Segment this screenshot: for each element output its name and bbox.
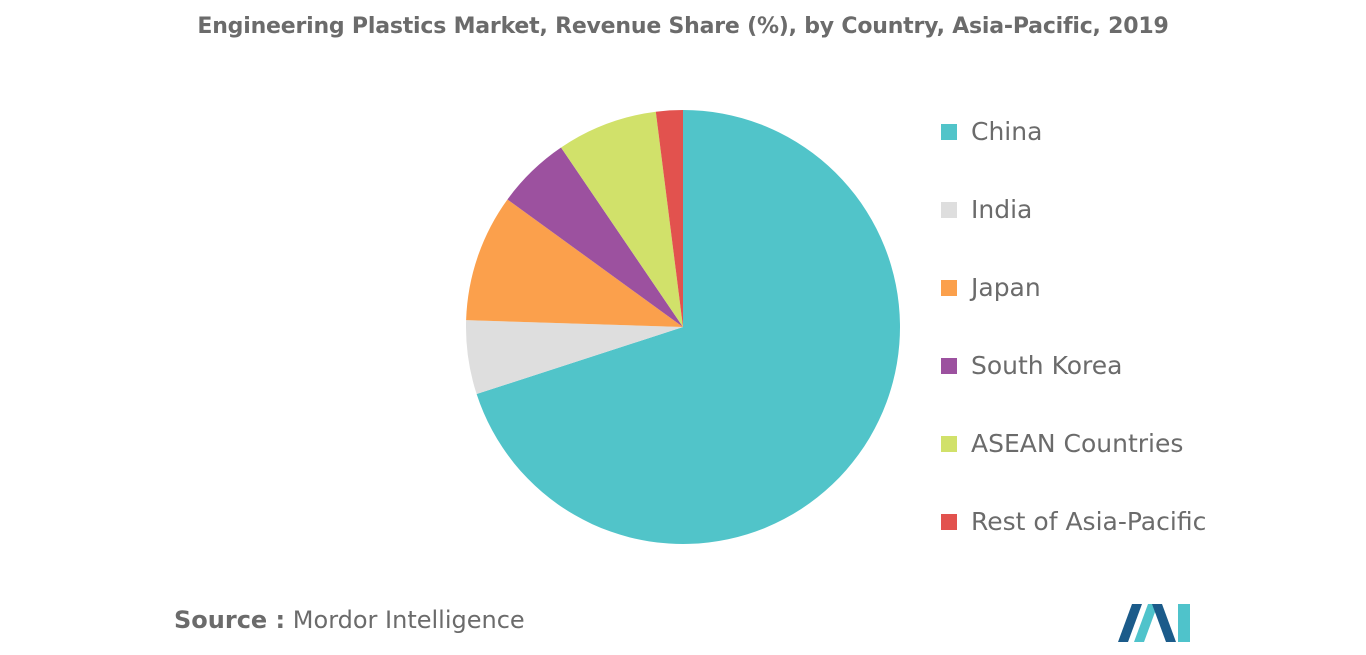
logo-bar: [1178, 604, 1190, 642]
legend-swatch: [941, 436, 957, 452]
legend-swatch: [941, 124, 957, 140]
source-prefix: Source :: [174, 606, 286, 634]
pie-slice-south-korea: [507, 147, 683, 327]
legend-swatch: [941, 280, 957, 296]
legend-label: Japan: [971, 273, 1041, 302]
legend-label: ASEAN Countries: [971, 429, 1184, 458]
logo-shape-left: [1118, 604, 1142, 642]
source-note: Source : Mordor Intelligence: [174, 606, 525, 634]
pie-slice-india: [466, 320, 683, 395]
pie-slice-china: [476, 110, 900, 544]
mordor-intelligence-logo: [1118, 604, 1190, 642]
pie-slices: [466, 110, 900, 544]
source-text: Mordor Intelligence: [292, 606, 525, 634]
legend-label: South Korea: [971, 351, 1123, 380]
legend-label: China: [971, 117, 1043, 146]
legend-swatch: [941, 202, 957, 218]
legend-label: Rest of Asia-Pacific: [971, 507, 1207, 536]
pie-slice-rest-of-asia-pacific: [655, 110, 683, 327]
logo-shape-right: [1152, 604, 1176, 642]
pie-slice-japan: [466, 199, 683, 327]
legend-label: India: [971, 195, 1033, 224]
logo-shape-mid: [1134, 604, 1158, 642]
legend-swatch: [941, 514, 957, 530]
chart-title: Engineering Plastics Market, Revenue Sha…: [197, 14, 1169, 39]
pie-slice-asean-countries: [561, 111, 683, 327]
legend-swatch: [941, 358, 957, 374]
